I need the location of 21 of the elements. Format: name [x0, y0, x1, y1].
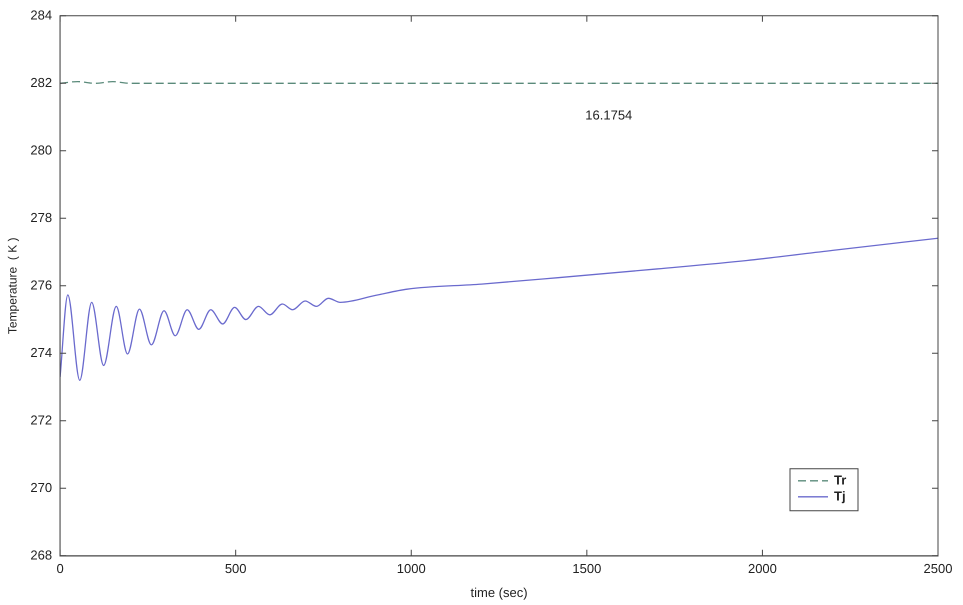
- y-tick-label: 274: [30, 344, 52, 360]
- line-series: [60, 238, 938, 381]
- x-tick-label: 500: [224, 561, 247, 576]
- annotation: 16.1754: [585, 107, 632, 122]
- y-tick-label: 282: [30, 74, 52, 90]
- legend-label: Tr: [834, 472, 846, 488]
- y-tick-label: 270: [30, 480, 52, 495]
- y-tick-label: 280: [30, 142, 52, 158]
- x-tick-label: 2500: [924, 561, 952, 576]
- x-tick-label: 1500: [572, 561, 602, 576]
- y-tick-label: 284: [30, 7, 52, 22]
- y-axis-title: Temperature ( K ): [6, 237, 20, 334]
- legend-label: Tj: [834, 488, 846, 504]
- x-tick-label: 0: [56, 561, 64, 576]
- x-tick-label: 1000: [396, 561, 426, 576]
- y-tick-label: 268: [30, 547, 52, 562]
- x-tick-label: 2000: [748, 561, 777, 576]
- x-axis-title: time (sec): [470, 584, 528, 600]
- y-tick-label: 276: [30, 277, 52, 292]
- y-tick-label: 272: [30, 412, 52, 428]
- y-tick-label: 278: [30, 210, 52, 225]
